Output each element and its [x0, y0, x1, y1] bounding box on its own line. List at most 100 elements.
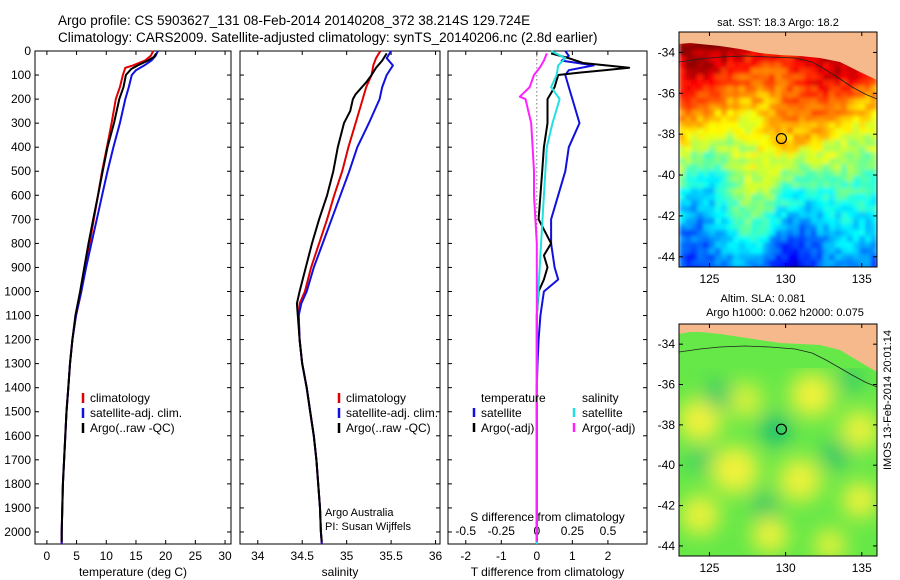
sst-cell	[703, 194, 710, 201]
sst-cell	[811, 158, 818, 165]
sst-cell	[745, 236, 752, 243]
sst-cell	[763, 146, 770, 153]
sst-cell	[727, 86, 734, 93]
sla-anomaly-blob	[759, 414, 791, 446]
depth-tick-label: 200	[11, 92, 31, 106]
sla-anomaly-blob	[752, 517, 788, 553]
sst-cell	[811, 152, 818, 159]
sst-cell	[805, 116, 812, 123]
sst-cell	[691, 74, 698, 81]
sst-cell	[757, 242, 764, 249]
sst-cell	[871, 236, 877, 243]
sst-cell	[745, 116, 752, 123]
legend-entry: climatology	[346, 391, 406, 405]
sst-cell	[793, 74, 800, 81]
sst-cell	[769, 194, 776, 201]
sst-cell	[721, 50, 728, 57]
sst-cell	[769, 104, 776, 111]
sst-cell	[763, 170, 770, 177]
sst-cell	[685, 218, 692, 225]
sst-cell	[859, 140, 866, 147]
sst-cell	[709, 248, 716, 255]
difference-xlabel: T difference from climatology	[471, 565, 625, 579]
sst-cell	[823, 218, 830, 225]
sst-cell	[703, 164, 710, 171]
sst-cell	[865, 134, 872, 141]
sst-cell	[703, 74, 710, 81]
sst-cell	[685, 134, 692, 141]
sst-cell	[721, 74, 728, 81]
sst-contour-line	[679, 55, 877, 100]
sst-cell	[829, 200, 836, 207]
sst-cell	[727, 62, 734, 69]
sst-cell	[691, 50, 698, 57]
sst-cell	[715, 104, 722, 111]
sst-cell	[679, 212, 686, 219]
sst-cell	[745, 224, 752, 231]
sst-cell	[709, 236, 716, 243]
sst-cell	[721, 230, 728, 237]
sst-heatmap-cells	[679, 32, 877, 267]
sst-cell	[823, 128, 830, 135]
sst-cell	[835, 146, 842, 153]
sst-cell	[769, 182, 776, 189]
sst-cell	[817, 122, 824, 129]
sst-cell	[697, 86, 704, 93]
temperature-xtick-label: 30	[218, 549, 232, 563]
sst-cell	[715, 62, 722, 69]
sst-cell	[811, 146, 818, 153]
sst-cell	[823, 86, 830, 93]
sst-cell	[703, 260, 710, 267]
sst-cell	[721, 146, 728, 153]
sst-cell	[817, 98, 824, 105]
sst-cell	[733, 194, 740, 201]
depth-tick-label: 1700	[4, 453, 31, 467]
sst-cell	[787, 116, 794, 123]
sst-cell	[691, 146, 698, 153]
sst-cell	[715, 230, 722, 237]
sst-cell	[841, 218, 848, 225]
sst-cell	[853, 194, 860, 201]
sst-cell	[727, 242, 734, 249]
sst-cell	[763, 224, 770, 231]
sst-cell	[865, 98, 872, 105]
sst-cell	[853, 170, 860, 177]
sst-cell	[679, 110, 686, 117]
sst-cell	[781, 152, 788, 159]
sst-cell	[757, 50, 764, 57]
sst-cell	[691, 86, 698, 93]
sst-cell	[679, 140, 686, 147]
sst-cell	[697, 92, 704, 99]
sst-cell	[871, 212, 877, 219]
sst-cell	[691, 62, 698, 69]
sst-cell	[775, 152, 782, 159]
sst-cell	[805, 242, 812, 249]
sst-cell	[745, 182, 752, 189]
sst-cell	[799, 206, 806, 213]
sst-cell	[697, 176, 704, 183]
sst-cell	[793, 236, 800, 243]
sst-cell	[805, 98, 812, 105]
sst-cell	[823, 170, 830, 177]
sst-cell	[781, 170, 788, 177]
sst-cell	[703, 248, 710, 255]
sst-cell	[763, 212, 770, 219]
sst-cell	[709, 134, 716, 141]
sst-cell	[781, 98, 788, 105]
sst-cell	[793, 164, 800, 171]
sst-cell	[715, 188, 722, 195]
sst-cell	[757, 212, 764, 219]
watermark-line1: Argo Australia	[325, 507, 394, 519]
sst-cell	[751, 140, 758, 147]
sst-cell	[733, 92, 740, 99]
sst-cell	[835, 170, 842, 177]
sst-cell	[739, 188, 746, 195]
sst-cell	[739, 254, 746, 261]
temperature-xtick-label: 20	[159, 549, 173, 563]
sst-cell	[709, 242, 716, 249]
sst-cell	[805, 68, 812, 75]
sst-cell	[781, 188, 788, 195]
sst-cell	[679, 206, 686, 213]
sst-cell	[691, 206, 698, 213]
sst-cell	[691, 104, 698, 111]
